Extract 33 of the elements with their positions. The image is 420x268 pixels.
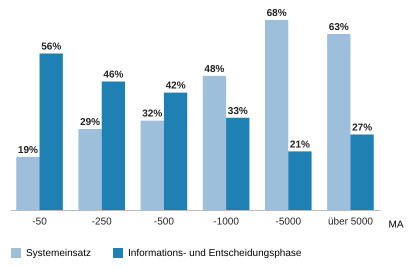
data-label: 21%	[290, 139, 310, 150]
bar	[164, 92, 188, 210]
data-label: 19%	[18, 144, 38, 156]
x-tick-label: -250	[92, 216, 112, 228]
data-label: 42%	[166, 80, 186, 92]
data-label: 27%	[352, 122, 372, 134]
x-tick-label: -50	[32, 216, 48, 228]
data-label: 33%	[228, 106, 248, 117]
x-tick-label: über 5000	[328, 216, 374, 228]
legend-label: Informations- und Entscheidungsphase	[128, 248, 302, 259]
x-tick-label: -5000	[275, 216, 302, 228]
bar	[350, 134, 374, 210]
data-label: 32%	[142, 108, 162, 120]
data-label: 48%	[204, 64, 225, 75]
bar	[288, 151, 312, 210]
bar	[202, 76, 226, 210]
data-label: 68%	[266, 8, 287, 19]
bar	[102, 81, 126, 210]
bar	[78, 128, 102, 210]
bar	[264, 20, 288, 210]
data-label: 63%	[328, 22, 349, 33]
data-label: 46%	[103, 69, 124, 80]
bar	[327, 34, 350, 210]
bar	[226, 118, 250, 210]
data-label: 56%	[41, 42, 62, 53]
legend-label: Systemeinsatz	[26, 248, 92, 259]
x-tick-label: -1000	[213, 216, 240, 228]
x-tick-label: -500	[154, 216, 174, 228]
data-label: 29%	[80, 116, 100, 128]
bar	[40, 54, 63, 210]
x-axis-title: MA	[388, 220, 404, 230]
bar	[140, 120, 164, 210]
bar	[16, 156, 40, 210]
